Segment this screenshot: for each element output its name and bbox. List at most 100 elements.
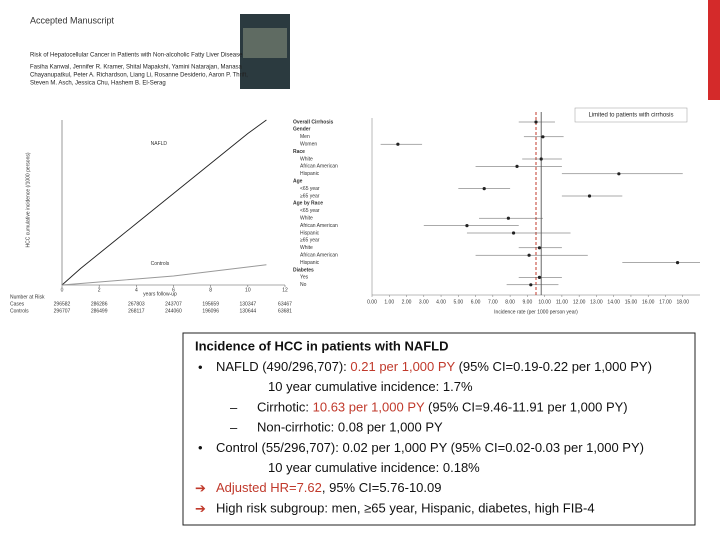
risk-value: 130347 [239, 301, 256, 307]
risk-value: 296582 [54, 301, 71, 307]
curve-line [61, 264, 267, 286]
risk-title: Number at Risk [10, 294, 45, 300]
forest-x-title: Incidence rate (per 1000 person year) [494, 309, 578, 315]
forest-tick-label: 14.00 [607, 299, 620, 305]
forest-tick-label: 8.00 [505, 299, 515, 305]
text-run: (95% CI=0.19-0.22 per 1,000 PY) [455, 359, 652, 374]
y-axis-title: HCC cumulative incidence (/1000 persons) [25, 152, 31, 247]
text-run: Control (55/296,707): 0.02 per 1,000 PY … [216, 440, 644, 455]
curve-label: NAFLD [151, 141, 168, 147]
text-run: 10.63 per 1,000 PY [313, 400, 425, 415]
text-run: High risk subgroup: men, ≥65 year, Hispa… [216, 501, 595, 516]
risk-value: 286499 [91, 308, 108, 314]
paper-title: Risk of Hepatocellular Cancer in Patient… [30, 53, 243, 59]
box-title: Incidence of HCC in patients with NAFLD [195, 338, 449, 353]
forest-tick-label: 5.00 [453, 299, 463, 305]
forest-tick-label: 17.00 [659, 299, 672, 305]
forest-tick-label: 12.00 [573, 299, 586, 305]
x-tick-label: 8 [209, 287, 212, 293]
list-item: Cirrhotic: 10.63 per 1,000 PY (95% CI=9.… [257, 400, 628, 415]
text-content: Incidence of HCC in patients with NAFLD … [195, 338, 652, 515]
text-box [182, 332, 696, 526]
list-marker: – [230, 400, 238, 415]
estimate-point [675, 261, 680, 265]
cover-image [243, 28, 287, 58]
list-item: 10 year cumulative incidence: 1.7% [268, 380, 473, 395]
text-run: 10 year cumulative incidence: 0.18% [268, 460, 480, 475]
estimate-point [482, 187, 486, 191]
text-run: Cirrhotic: [257, 400, 313, 415]
risk-value: 63467 [278, 301, 292, 307]
forest-tick-label: 9.00 [523, 299, 533, 305]
forest-tick-label: 16.00 [642, 299, 655, 305]
forest-row-label: ≥65 year [300, 238, 320, 244]
estimate-point [541, 135, 545, 139]
accent-bar [708, 0, 720, 100]
estimate-point [396, 142, 400, 146]
forest-row-label: White [300, 216, 313, 222]
list-marker: ➔ [195, 501, 206, 516]
forest-row-label: <65 year [300, 186, 320, 192]
list-marker: ➔ [195, 481, 206, 496]
list-marker: – [230, 420, 238, 435]
list-item: High risk subgroup: men, ≥65 year, Hispa… [216, 501, 595, 516]
text-run: 10 year cumulative incidence: 1.7% [268, 380, 473, 395]
estimate-point [617, 172, 621, 176]
forest-row-label: Age by Race [293, 201, 323, 207]
forest-row-label: Men [300, 134, 310, 140]
forest-row-label: Race [293, 149, 305, 155]
forest-tick-label: 0.00 [367, 299, 377, 305]
forest-header-box [574, 107, 688, 123]
forest-tick-label: 15.00 [625, 299, 638, 305]
estimate-point [534, 120, 538, 124]
estimate-point [515, 164, 519, 168]
x-axis-title: years follow-up [143, 291, 177, 297]
forest-header: Limited to patients with cirrhosis [588, 113, 673, 119]
risk-value: 243707 [165, 301, 182, 307]
forest-tick-label: 18.00 [676, 299, 689, 305]
forest-row-label: Hispanic [300, 260, 320, 266]
risk-value: 244060 [165, 308, 182, 314]
text-run: 0.21 per 1,000 PY [350, 359, 455, 374]
risk-value: 130644 [239, 308, 256, 314]
risk-row-name: Controls [10, 308, 29, 314]
estimate-point [537, 275, 542, 279]
forest-row-label: Hispanic [300, 171, 320, 177]
x-tick-label: 12 [282, 287, 288, 293]
forest-tick-label: 7.00 [488, 299, 498, 305]
forest-tick-label: 4.00 [436, 299, 446, 305]
curve-line [61, 119, 267, 286]
list-marker: • [198, 440, 203, 455]
forest-row-label: <65 year [300, 208, 320, 214]
forest-row-label: ≥65 year [300, 193, 320, 199]
text-run: , 95% CI=5.76-10.09 [322, 481, 442, 496]
list-item: Control (55/296,707): 0.02 per 1,000 PY … [216, 440, 644, 455]
estimate-point [465, 224, 469, 228]
text-run: NAFLD (490/296,707): [216, 359, 350, 374]
x-tick-label: 6 [172, 287, 175, 293]
forest-tick-label: 11.00 [556, 299, 568, 305]
forest-tick-label: 6.00 [471, 299, 481, 305]
x-tick-label: 10 [245, 287, 251, 293]
estimate-point [529, 283, 533, 287]
estimate-point [539, 157, 543, 161]
x-tick-label: 0 [61, 287, 64, 293]
text-run: (95% CI=9.46-11.91 per 1,000 PY) [424, 400, 627, 415]
forest-row-label: Yes [300, 275, 309, 281]
manuscript-label: Accepted Manuscript [30, 15, 115, 25]
risk-row-name: Cases [10, 301, 25, 307]
authors: Steven M. Asch, Jessica Chu, Hashem B. E… [30, 81, 166, 87]
forest-row-label: African American [300, 164, 338, 170]
estimate-point [527, 253, 531, 257]
list-marker: • [198, 359, 203, 374]
list-item: NAFLD (490/296,707): 0.21 per 1,000 PY (… [216, 359, 652, 374]
forest-row-label: Age [293, 179, 303, 185]
text-run: Non-cirrhotic: 0.08 per 1,000 PY [257, 420, 443, 435]
estimate-point [511, 231, 516, 235]
list-item: Adjusted HR=7.62, 95% CI=5.76-10.09 [216, 481, 441, 496]
forest-row-label: African American [300, 223, 338, 229]
estimate-point [506, 216, 510, 220]
forest-row-label: Gender [293, 127, 311, 133]
